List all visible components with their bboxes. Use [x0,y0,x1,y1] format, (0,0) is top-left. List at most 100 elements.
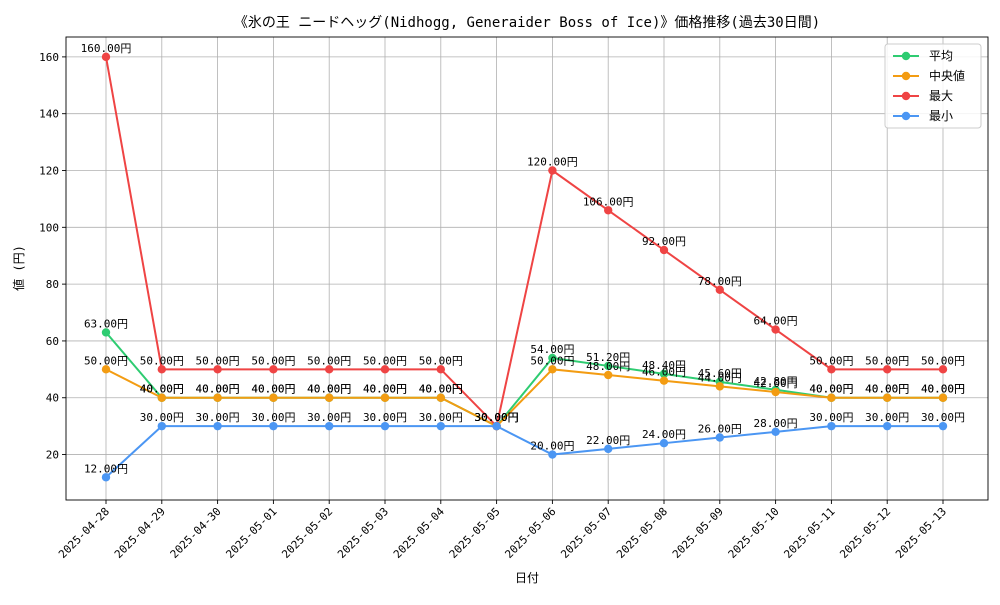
point-min [213,421,222,431]
legend-label-avg: 平均 [929,49,953,63]
data-label-min: 30.00円 [475,411,519,424]
data-label-median: 30.00円 [475,411,519,424]
data-label-min: 30.00円 [419,411,463,424]
point-min [604,444,613,454]
point-median [436,393,445,402]
legend-label-max: 最大 [929,89,953,103]
point-max [213,365,222,374]
data-label-avg: 40.00円 [140,383,184,396]
point-min [659,438,669,448]
point-min [715,433,724,442]
data-label-min: 28.00円 [754,417,798,430]
data-label-avg: 40.00円 [921,383,965,396]
data-label-avg: 40.00円 [251,383,295,396]
data-label-min: 30.00円 [140,411,184,424]
y-tick-label: 100 [39,221,59,234]
point-min [548,450,557,459]
data-label-median: 40.00円 [419,383,463,396]
x-axis-title: 日付 [515,571,539,585]
data-label-median: 40.00円 [921,383,965,396]
data-label-avg: 45.60円 [698,367,742,380]
data-label-max: 106.00円 [583,195,634,208]
point-min [492,421,501,431]
data-label-max: 50.00円 [140,354,184,367]
point-min [325,421,334,431]
point-avg [604,361,613,371]
point-median [380,393,390,402]
data-label-median: 44.00円 [698,371,742,384]
plot-frame [65,36,989,501]
point-max [938,365,948,374]
legend-label-median: 中央値 [929,68,965,83]
data-label-avg: 63.00円 [84,317,128,330]
x-tick-label: 2025-05-04 [391,505,447,561]
point-min [938,421,948,431]
data-label-min: 30.00円 [196,411,240,424]
data-label-median: 50.00円 [530,354,574,367]
y-tick-label: 80 [46,278,59,291]
point-median [771,387,780,397]
legend-label-min: 最小 [929,109,953,123]
data-label-median: 40.00円 [809,383,853,396]
data-label-min: 20.00円 [530,440,574,453]
data-label-max: 50.00円 [865,354,909,367]
data-label-max: 92.00円 [642,235,686,248]
point-avg [548,353,557,363]
point-max [771,325,780,334]
x-tick-label: 2025-05-09 [670,505,726,561]
point-max [883,365,892,374]
x-tick-label: 2025-05-13 [893,505,949,561]
legend-frame [884,43,982,129]
point-median [157,393,166,402]
point-min [883,421,892,431]
point-max [325,365,334,374]
data-label-min: 22.00円 [586,434,630,447]
data-label-min: 30.00円 [251,411,295,424]
data-label-median: 40.00円 [196,383,240,396]
y-tick-label: 160 [39,51,59,64]
point-median [715,382,724,391]
data-label-avg: 54.00円 [530,343,574,356]
y-tick-label: 140 [39,108,59,121]
data-label-max: 78.00円 [698,275,742,288]
point-min [157,421,166,431]
y-tick-label: 40 [46,392,59,405]
x-tick-label: 2025-04-28 [56,505,112,561]
point-min [101,473,111,482]
x-tick-label: 2025-05-03 [335,505,391,561]
point-min [827,421,836,431]
point-median [604,370,613,380]
series-line-median [105,368,943,428]
point-median [325,393,334,402]
y-tick-label: 60 [46,335,59,348]
x-tick-label: 2025-04-29 [112,505,168,561]
point-max [715,285,724,295]
data-label-median: 48.00円 [586,360,630,373]
data-label-max: 50.00円 [419,354,463,367]
point-median [213,393,222,402]
point-median [883,393,892,402]
point-median [101,365,111,374]
data-label-max: 50.00円 [307,354,351,367]
data-label-max: 64.00円 [754,315,798,328]
y-tick-layer: 20 40 60 80 100 120 140 160 [39,51,66,462]
point-max [157,365,166,374]
data-label-median: 46.00円 [642,366,686,379]
data-label-avg: 48.40円 [642,359,686,372]
point-min [771,427,780,437]
point-min [380,421,390,431]
point-max [827,365,836,374]
data-label-avg: 40.00円 [307,383,351,396]
x-tick-label: 2025-05-11 [781,505,837,561]
data-label-min: 30.00円 [921,411,965,424]
data-label-min: 26.00円 [698,423,742,436]
x-tick-label: 2025-05-02 [279,505,335,561]
data-label-median: 50.00円 [84,354,128,367]
chart-title: 《氷の王 ニードヘッグ(Nidhogg, Generaider Boss of … [234,15,820,31]
y-tick-label: 20 [46,449,59,462]
x-tick-label: 2025-05-08 [614,505,670,561]
x-tick-label: 2025-05-12 [837,505,893,561]
x-tick-label: 2025-05-07 [558,505,614,561]
